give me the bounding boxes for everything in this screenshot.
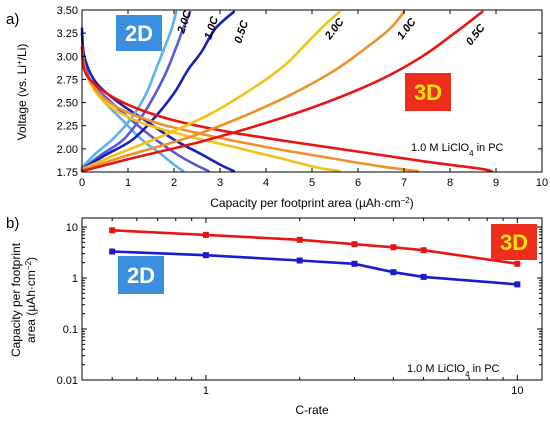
series-2d-05C-charge [80, 10, 236, 171]
panel-b-badge-3d-text: 3D [500, 230, 528, 255]
series-2d-capacity-point [514, 281, 521, 288]
panel-a-x-tick-label: 0 [79, 177, 85, 189]
rate-label-3d-05c: 0.5C [464, 21, 488, 48]
panel-a-y-tick-label: 2.50 [57, 98, 78, 110]
panel-a-badge-2d-text: 2D [125, 21, 153, 46]
series-3d-capacity-point [296, 236, 303, 243]
series-2d-capacity-line [112, 250, 518, 286]
panel-a-badge-3d [405, 73, 451, 111]
panel-b-y-label-line2: area (µAh·cm−2) [24, 257, 39, 343]
panel-b-y-ticks: 0.01 0.1 1 10 [57, 222, 542, 387]
series-3d-capacity-point [351, 241, 358, 248]
panel-a-annotation: 1.0 M LiClO4 in PC [411, 142, 504, 158]
panel-a-y-tick-label: 3.50 [57, 5, 78, 17]
panel-a-x-ticks: 0 1 2 3 4 5 6 7 8 9 10 [79, 10, 548, 189]
panel-b-y-tick-label: 0.1 [63, 324, 78, 336]
series-3d-capacity-point [514, 260, 521, 267]
series-2d-20C-charge [80, 10, 178, 169]
series-2d-10C-charge [80, 10, 192, 171]
series-3d-capacity-point [202, 231, 209, 238]
panel-b-y-tick-label: 10 [66, 222, 78, 234]
series-3d-05C-discharge [80, 45, 493, 173]
panel-b-x-tick-label: 10 [511, 385, 523, 397]
panel-b-x-ticks: 1 10 [81, 218, 523, 397]
panel-b-y-tick-label: 0.01 [57, 375, 78, 387]
panel-a-badge-3d-text: 3D [414, 80, 442, 105]
panel-b-y-label-line1: Capacity per footprint [9, 242, 23, 357]
series-3d-capacity-line [112, 229, 518, 266]
panel-b-badge-3d [491, 224, 537, 260]
series-2d-capacity-point [296, 257, 303, 264]
panel-a-x-tick-label: 8 [447, 177, 453, 189]
panel-b-label: b) [6, 215, 19, 232]
panel-a-y-ticks: 1.75 2.00 2.25 2.50 2.75 3.00 3.25 3.50 [57, 5, 542, 179]
panel-a-x-tick-label: 3 [217, 177, 223, 189]
series-2d-capacity-point [351, 260, 358, 267]
panel-a-x-label: Capacity per footprint area (µAh·cm−2) [210, 196, 413, 211]
series-2d-capacity-point [420, 273, 427, 280]
panel-a-x-tick-label: 5 [309, 177, 315, 189]
series-3d-capacity-point [109, 227, 116, 234]
series-3d-10C-discharge [80, 45, 420, 173]
panel-b-y-tick-label: 1 [72, 273, 78, 285]
series-3d-capacity-point [390, 244, 397, 251]
panel-a-x-tick-label: 6 [355, 177, 361, 189]
panel-a: a) 0 1 2 3 4 5 6 7 8 9 10 1.75 2.00 2.25 2.50 2.75 3.00… [6, 5, 548, 210]
panel-b-badge-2d [118, 256, 164, 294]
rate-label-2d-2c: 2.0C [175, 8, 194, 36]
panel-a-y-tick-label: 3.25 [57, 28, 78, 40]
panel-b-annotation: 1.0 M LiClO4 in PC [407, 363, 500, 379]
rate-label-2d-05c: 0.5C [232, 18, 251, 45]
panel-a-x-tick-label: 2 [171, 177, 177, 189]
panel-a-badge-2d [116, 15, 162, 51]
panel-a-y-tick-label: 1.75 [57, 167, 78, 179]
series-2d-capacity-point [390, 269, 397, 276]
panel-a-label: a) [6, 11, 19, 28]
panel-b-x-label: C-rate [295, 403, 329, 417]
panel-b: b) 1 10 0.01 0.1 1 10 2D 3D 1.0 M LiClO4 in … [6, 215, 543, 417]
panel-a-y-tick-label: 3.00 [57, 51, 78, 63]
series-3d-20C-charge [80, 10, 341, 171]
series-3d-05C-charge [80, 10, 484, 173]
panel-a-x-tick-label: 1 [125, 177, 131, 189]
series-2d-05C-discharge [80, 27, 236, 173]
series-2d-capacity-point [109, 248, 116, 255]
panel-a-y-tick-label: 2.75 [57, 74, 78, 86]
panel-a-y-tick-label: 2.00 [57, 144, 78, 156]
series-3d-capacity-point [420, 247, 427, 254]
rate-label-3d-2c: 2.0C [322, 15, 347, 42]
panel-a-series [80, 10, 493, 173]
panel-b-series [109, 227, 521, 288]
panel-b-badge-2d-text: 2D [127, 263, 155, 288]
panel-a-y-tick-label: 2.25 [57, 121, 78, 133]
panel-a-x-tick-label: 7 [401, 177, 407, 189]
panel-a-x-tick-label: 4 [263, 177, 269, 189]
rate-label-2d-1c: 1.0C [202, 14, 221, 41]
panel-a-x-tick-label: 10 [536, 177, 548, 189]
series-3d-10C-charge [80, 10, 406, 172]
panel-a-x-tick-label: 9 [493, 177, 499, 189]
panel-b-x-tick-label: 1 [203, 385, 209, 397]
series-2d-capacity-point [202, 252, 209, 259]
panel-b-frame [81, 217, 543, 381]
panel-a-y-label: Voltage (vs. Li+/Li) [15, 44, 30, 141]
